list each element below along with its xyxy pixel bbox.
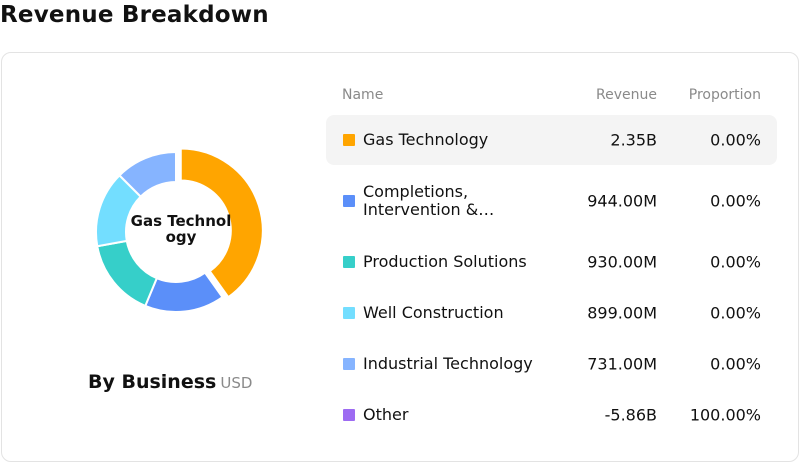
row-name: Other xyxy=(363,405,409,424)
row-name: Gas Technology xyxy=(363,130,489,149)
breakdown-table: Name Revenue Proportion Gas Technology 2… xyxy=(326,85,777,441)
donut-svg xyxy=(96,147,264,313)
header-proportion[interactable]: Proportion xyxy=(688,87,761,103)
table-row[interactable]: Gas Technology 2.35B 0.00% xyxy=(326,115,777,165)
donut-caption: By Business USD xyxy=(88,371,252,393)
donut-chart: Gas Technology xyxy=(96,147,266,317)
row-revenue: 731.00M xyxy=(587,354,657,374)
row-proportion: 100.00% xyxy=(689,405,761,425)
header-name[interactable]: Name xyxy=(342,87,384,103)
table-header: Name Revenue Proportion xyxy=(326,85,777,115)
row-revenue: 2.35B xyxy=(610,130,657,150)
table-row[interactable]: Industrial Technology 731.00M 0.00% xyxy=(326,339,777,389)
row-proportion: 0.00% xyxy=(710,252,761,272)
table-row[interactable]: Well Construction 899.00M 0.00% xyxy=(326,288,777,338)
donut-slice[interactable] xyxy=(179,147,264,299)
legend-swatch xyxy=(343,358,355,370)
row-proportion: 0.00% xyxy=(710,354,761,374)
legend-swatch xyxy=(343,307,355,319)
row-proportion: 0.00% xyxy=(710,303,761,323)
row-revenue: 930.00M xyxy=(587,252,657,272)
donut-slice[interactable] xyxy=(118,150,177,199)
legend-swatch xyxy=(343,134,355,146)
row-name: Completions, Intervention &… xyxy=(363,182,495,219)
revenue-breakdown-card: Gas Technology By Business USD Name Reven… xyxy=(1,52,799,462)
row-revenue: -5.86B xyxy=(604,405,657,425)
legend-swatch xyxy=(343,256,355,268)
row-name: Industrial Technology xyxy=(363,354,533,373)
row-revenue: 944.00M xyxy=(587,191,657,211)
table-row[interactable]: Completions, Intervention &… 944.00M 0.0… xyxy=(326,166,777,236)
caption-title: By Business xyxy=(88,371,217,393)
row-name: Well Construction xyxy=(363,303,504,322)
row-name: Production Solutions xyxy=(363,252,527,271)
page-title: Revenue Breakdown xyxy=(0,2,269,28)
row-proportion: 0.00% xyxy=(710,130,761,150)
legend-swatch xyxy=(343,409,355,421)
table-row[interactable]: Production Solutions 930.00M 0.00% xyxy=(326,237,777,287)
header-revenue[interactable]: Revenue xyxy=(596,87,657,103)
caption-unit: USD xyxy=(220,374,253,392)
row-proportion: 0.00% xyxy=(710,191,761,211)
table-row[interactable]: Other -5.86B 100.00% xyxy=(326,390,777,440)
donut-slice[interactable] xyxy=(96,239,159,308)
donut-center-label: Gas Technology xyxy=(130,212,232,246)
row-revenue: 899.00M xyxy=(587,303,657,323)
legend-swatch xyxy=(343,195,355,207)
